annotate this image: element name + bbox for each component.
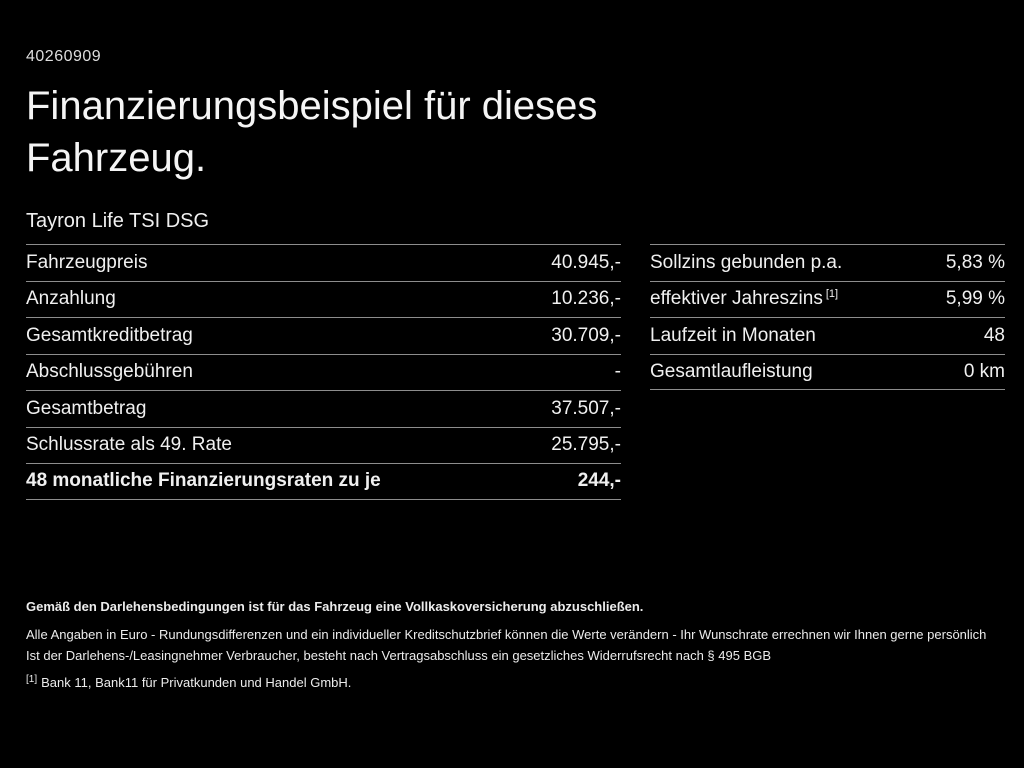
table-row-gesamtlaufleistung: Gesamtlaufleistung 0 km	[650, 353, 1005, 390]
row-value: 25.795,-	[551, 434, 621, 456]
row-label: effektiver Jahreszins [1]	[650, 288, 838, 310]
row-value: 37.507,-	[551, 397, 621, 419]
footer-disclaimer-bold: Gemäß den Darlehensbedingungen ist für d…	[26, 599, 644, 614]
table-row-anzahlung: Anzahlung 10.236,-	[26, 280, 621, 318]
table-row-abschlussgebuehren: Abschlussgebühren -	[26, 353, 621, 391]
legal-footer: Gemäß den Darlehensbedingungen ist für d…	[26, 599, 1001, 690]
footnote-marker: [1]	[26, 673, 38, 685]
row-label: Fahrzeugpreis	[26, 251, 148, 273]
vehicle-name: Tayron Life TSI DSG	[26, 210, 210, 232]
table-row-gesamtbetrag: Gesamtbetrag 37.507,-	[26, 390, 621, 427]
table-row-effektiver-jahreszins: effektiver Jahreszins [1] 5,99 %	[650, 280, 1005, 318]
table-row-sollzins: Sollzins gebunden p.a. 5,83 %	[650, 244, 1005, 281]
row-value: -	[614, 361, 621, 383]
table-row-monatliche-raten: 48 monatliche Finanzierungsraten zu je 2…	[26, 463, 621, 500]
table-row-schlussrate: Schlussrate als 49. Rate 25.795,-	[26, 426, 621, 464]
footer-disclaimer-line-1: Alle Angaben in Euro - Rundungsdifferenz…	[26, 627, 987, 642]
row-value: 10.236,-	[551, 288, 621, 310]
row-label: Laufzeit in Monaten	[650, 324, 816, 346]
row-value: 30.709,-	[551, 324, 621, 346]
row-label: Gesamtlaufleistung	[650, 360, 813, 382]
row-label-text: effektiver Jahreszins	[650, 288, 823, 310]
financing-table-left: Fahrzeugpreis 40.945,- Anzahlung 10.236,…	[26, 244, 621, 500]
row-label: Sollzins gebunden p.a.	[650, 251, 843, 273]
footnote-text: Bank 11, Bank11 für Privatkunden und Han…	[41, 675, 352, 690]
footnote-reference: [1]	[825, 287, 839, 300]
row-value: 5,99 %	[945, 288, 1005, 310]
table-row-gesamtkreditbetrag: Gesamtkreditbetrag 30.709,-	[26, 317, 621, 354]
page-title-line1: Finanzierungsbeispiel für dieses	[26, 84, 598, 128]
row-value: 244,-	[577, 470, 621, 492]
row-value: 40.945,-	[551, 251, 621, 273]
table-row-laufzeit: Laufzeit in Monaten 48	[650, 317, 1005, 354]
footnote-bank: [1] Bank 11, Bank11 für Privatkunden und …	[26, 673, 1001, 690]
row-label: Gesamtbetrag	[26, 397, 147, 419]
footer-disclaimer-line-2: Ist der Darlehens-/Leasingnehmer Verbrau…	[26, 648, 772, 663]
row-value: 48	[983, 324, 1005, 346]
row-label: Abschlussgebühren	[26, 361, 193, 383]
row-value: 5,83 %	[945, 251, 1005, 273]
row-label: Gesamtkreditbetrag	[26, 324, 193, 346]
offer-id: 40260909	[26, 48, 102, 65]
row-label: Anzahlung	[26, 288, 116, 310]
table-row-fahrzeugpreis: Fahrzeugpreis 40.945,-	[26, 244, 621, 281]
financing-table-right: Sollzins gebunden p.a. 5,83 % effektiver…	[650, 244, 1005, 390]
page-title-line2: Fahrzeug.	[26, 136, 207, 180]
row-value: 0 km	[963, 360, 1005, 382]
row-label: Schlussrate als 49. Rate	[26, 434, 232, 456]
page-title: Finanzierungsbeispiel für dieses Fahrzeu…	[26, 80, 597, 184]
row-label: 48 monatliche Finanzierungsraten zu je	[26, 470, 381, 492]
